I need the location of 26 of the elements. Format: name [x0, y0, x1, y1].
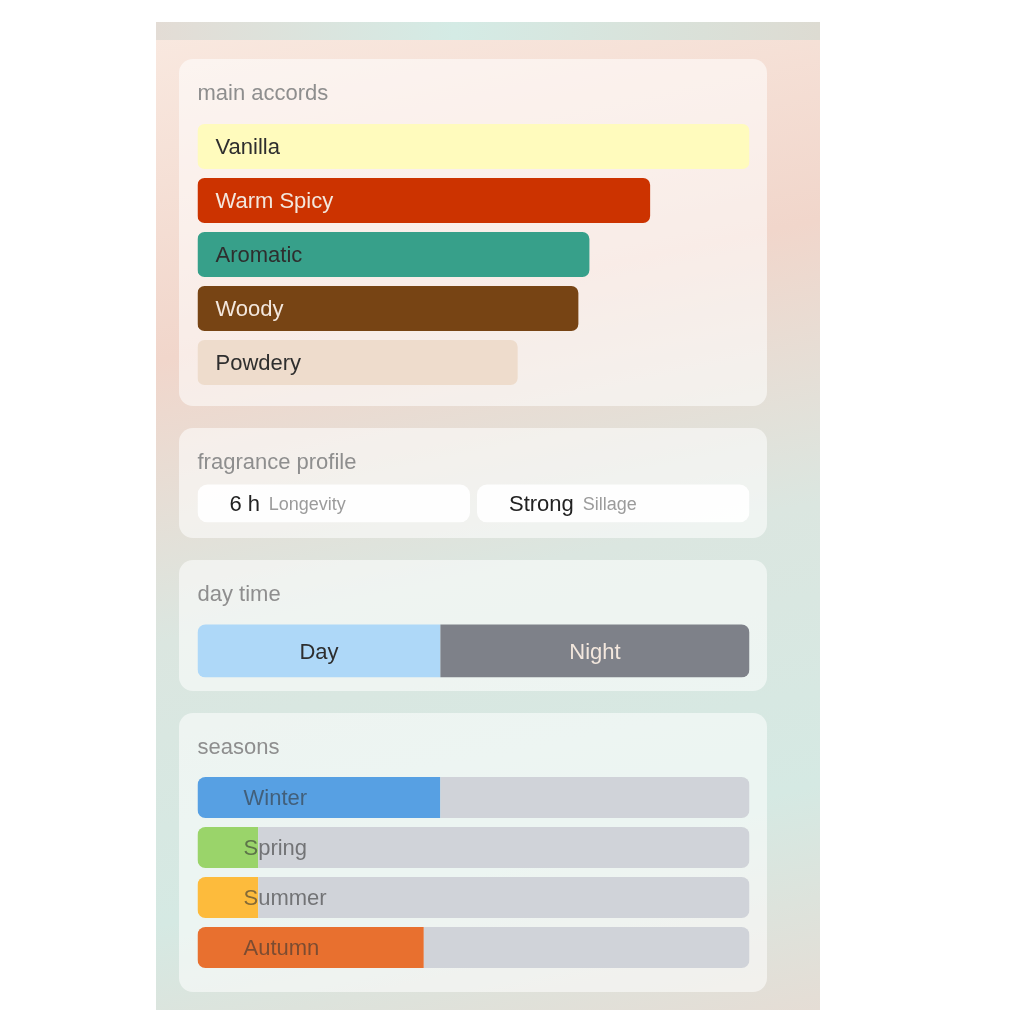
text: Strong — [509, 491, 574, 516]
bar — [197, 123, 750, 170]
y-tick-label: Powdery — [215, 350, 302, 375]
text: 6 h — [229, 491, 261, 516]
bar — [197, 777, 441, 818]
bar — [423, 927, 750, 968]
chart-title: day time — [197, 580, 281, 606]
y-tick-label: Autumn — [243, 935, 320, 960]
text: fragrance profile — [197, 448, 357, 474]
chart-title: seasons — [197, 733, 280, 759]
bar — [197, 927, 424, 968]
chart-title: main accords — [197, 79, 329, 105]
y-tick-label: Warm Spicy — [215, 188, 334, 213]
series-label: Day — [299, 638, 339, 664]
text: Sillage — [582, 493, 637, 514]
bar — [197, 285, 579, 332]
bar — [197, 339, 518, 386]
series-label: Night — [569, 638, 621, 664]
y-tick-label: Vanilla — [215, 134, 281, 159]
text: Longevity — [268, 493, 346, 514]
bar — [440, 777, 750, 818]
bar — [197, 177, 651, 224]
y-tick-label: Woody — [215, 296, 284, 321]
y-tick-label: Winter — [243, 785, 308, 810]
y-tick-label: Aromatic — [215, 242, 303, 267]
bar — [197, 231, 590, 278]
